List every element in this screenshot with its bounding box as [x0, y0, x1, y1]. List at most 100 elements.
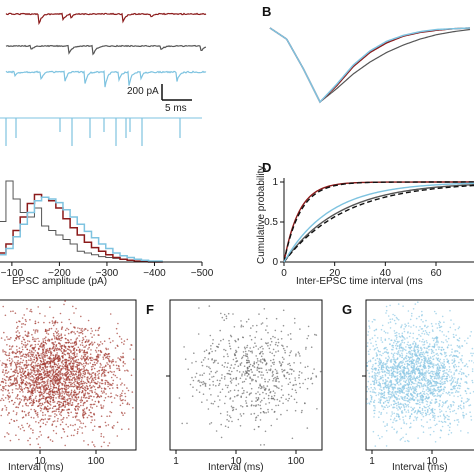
scatter-point	[60, 419, 62, 421]
scatter-point	[48, 397, 51, 399]
scatter-point	[423, 405, 425, 408]
scatter-point	[64, 372, 66, 375]
scatter-point	[31, 333, 33, 336]
scatter-point	[16, 398, 19, 400]
scatter-point	[15, 419, 18, 422]
scatter-point	[88, 346, 90, 349]
scatter-point	[421, 353, 424, 356]
scatter-point	[423, 376, 426, 379]
scatter-point	[399, 403, 401, 406]
scatter-point	[398, 379, 401, 381]
scatter-point	[212, 384, 215, 386]
scatter-point	[50, 350, 52, 353]
scatter-point	[15, 388, 17, 390]
scatter-point	[34, 349, 37, 352]
scatter-point	[15, 382, 17, 384]
scatter-point	[243, 389, 245, 392]
scatter-point	[52, 380, 54, 382]
scatter-point	[436, 367, 439, 370]
scatter-point	[55, 376, 57, 378]
scatter-point	[231, 407, 234, 409]
scatter-point	[421, 409, 424, 412]
scatter-point	[115, 327, 118, 330]
scatter-point	[60, 367, 63, 370]
scatter-point	[246, 369, 249, 372]
scatter-point	[96, 362, 98, 364]
scatter-point	[226, 372, 229, 375]
scatter-point	[307, 325, 310, 328]
scatter-point	[204, 356, 206, 359]
scatter-point	[282, 369, 285, 372]
scatter-point	[130, 374, 133, 377]
scatter-point	[270, 424, 273, 427]
scatter-point	[313, 368, 315, 370]
scatter-point	[106, 362, 108, 364]
scatter-point	[412, 378, 414, 381]
scatter-point	[40, 378, 42, 381]
scatter-point	[35, 356, 38, 359]
scatter-point	[199, 381, 201, 383]
scatter-point	[33, 408, 36, 411]
scatter-point	[57, 388, 60, 390]
scatter-point	[59, 358, 62, 361]
scatter-point	[263, 444, 266, 446]
scatter-point	[255, 416, 258, 419]
scatter-point	[420, 349, 423, 352]
scatter-point	[428, 427, 430, 429]
scatter-point	[315, 376, 318, 378]
scatter-point	[399, 439, 402, 441]
scatter-point	[464, 375, 467, 377]
scatter-point	[93, 419, 96, 421]
scatter-point	[373, 382, 376, 384]
scatter-point	[407, 380, 410, 382]
scatter-point	[389, 385, 391, 388]
scatter-point	[19, 401, 21, 404]
scatter-point	[66, 365, 68, 367]
scatter-point	[257, 363, 260, 366]
scatter-point	[384, 425, 386, 428]
scatter-point	[246, 368, 249, 370]
scatter-point	[230, 382, 233, 384]
x-tick-label-d: 60	[430, 268, 442, 279]
scatter-point	[463, 373, 465, 375]
scatter-point	[434, 394, 437, 397]
scatter-point	[56, 391, 59, 393]
scatter-point	[392, 354, 395, 357]
scatter-point	[32, 398, 35, 401]
scatter-point	[23, 387, 26, 390]
scatter-point	[436, 423, 438, 426]
scatter-point	[432, 366, 435, 369]
scatter-point	[47, 436, 50, 438]
scatter-point	[433, 395, 435, 398]
scatter-point	[414, 345, 416, 347]
scatter-point	[434, 424, 437, 427]
scatter-point	[22, 323, 25, 325]
scatter-point	[389, 327, 392, 329]
scatter-point	[24, 403, 27, 405]
scatter-point	[411, 372, 414, 375]
scatter-point	[30, 399, 33, 402]
scatter-point	[282, 402, 284, 405]
scatter-point	[204, 385, 207, 387]
scatter-point	[259, 383, 261, 386]
x-tick-label: 1	[173, 456, 179, 467]
scatter-point	[396, 387, 399, 390]
scatter-point	[97, 329, 99, 332]
scatter-point	[4, 339, 6, 341]
scatter-point	[367, 380, 370, 383]
scatter-point	[68, 364, 70, 366]
scatter-point	[408, 373, 411, 375]
scatter-point	[264, 388, 267, 391]
scatter-point	[181, 422, 183, 425]
scatter-point	[436, 395, 439, 397]
scatter-point	[434, 337, 437, 339]
scatter-point	[447, 424, 450, 427]
scatter-point	[425, 377, 428, 380]
scatter-point	[5, 351, 7, 354]
scatter-point	[109, 370, 112, 373]
scatter-point	[46, 400, 49, 403]
scatter-point	[31, 383, 33, 386]
scatter-point	[270, 365, 273, 367]
scatter-point	[273, 385, 276, 387]
scatter-point	[223, 355, 225, 358]
